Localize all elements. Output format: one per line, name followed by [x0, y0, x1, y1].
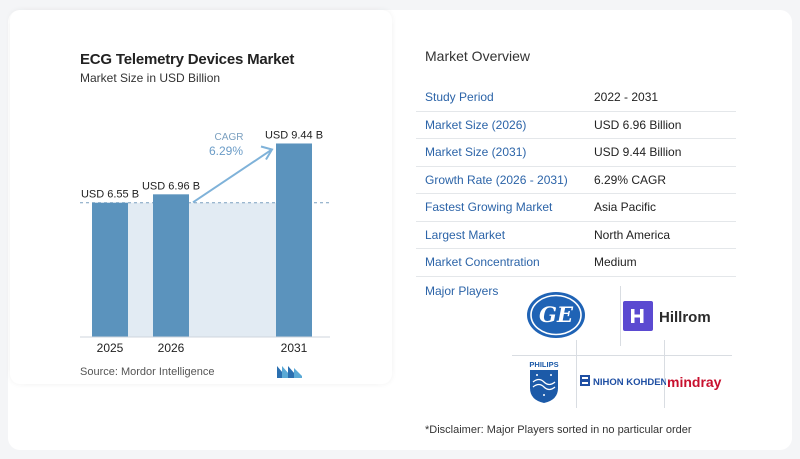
overview-row: Market Size (2026) USD 6.96 Billion [416, 112, 736, 139]
bar [92, 202, 128, 337]
overview-value: 6.29% CAGR [594, 172, 667, 187]
ge-logo-text: GE [539, 302, 574, 327]
mindray-logo-text: mindray [667, 374, 722, 390]
logo-divider [620, 286, 621, 346]
disclaimer: *Disclaimer: Major Players sorted in no … [425, 424, 692, 436]
bar-value-label: USD 9.44 B [265, 129, 323, 141]
overview-row: Growth Rate (2026 - 2031) 6.29% CAGR [416, 167, 736, 194]
hillrom-logo-icon: Hillrom [623, 301, 711, 331]
overview-value: Medium [594, 255, 637, 269]
cagr-value: 6.29% [209, 144, 243, 158]
bar-value-label: USD 6.55 B [81, 189, 139, 201]
ge-logo-icon: GE [527, 292, 585, 338]
bar-value-label: USD 6.96 B [142, 180, 200, 192]
category-label: 2025 [97, 341, 124, 355]
mordor-intelligence-logo-icon [277, 366, 302, 378]
chart-title: ECG Telemetry Devices Market [80, 51, 295, 68]
overview-row: Largest Market North America [416, 222, 736, 249]
overview-label: Fastest Growing Market [425, 200, 553, 214]
bar [276, 143, 312, 337]
bar [153, 194, 189, 337]
cagr-label: CAGR [215, 132, 244, 143]
bar-chart: USD 6.55 B 2025 USD 6.96 B 2026 USD 9.44 B 20… [80, 129, 330, 355]
overview-label: Study Period [425, 90, 494, 104]
overview-label: Growth Rate (2026 - 2031) [425, 172, 568, 187]
overview-label: Largest Market [425, 227, 506, 242]
logo-divider [512, 355, 732, 356]
overview-row: Market Size (2031) USD 9.44 Billion [416, 139, 736, 167]
nihon-kohden-logo-icon: NIHON KOHDEN [580, 375, 666, 388]
overview-value: 2022 - 2031 [594, 90, 659, 104]
overview-value: Asia Pacific [594, 200, 657, 214]
chart-subtitle: Market Size in USD Billion [80, 71, 221, 85]
reference-band [92, 202, 312, 337]
overview-value: USD 9.44 Billion [594, 145, 682, 159]
mindray-logo-icon: mindray [667, 374, 722, 390]
overview-label: Market Concentration [425, 255, 540, 269]
logo-divider [576, 340, 577, 408]
category-label: 2026 [158, 341, 185, 355]
cagr-arrow-head [260, 145, 274, 160]
major-players-title: Major Players [425, 284, 499, 298]
category-label: 2031 [281, 341, 308, 355]
overview-row: Fastest Growing Market Asia Pacific [416, 194, 736, 222]
logo-divider [664, 340, 665, 408]
overview-label: Market Size (2026) [425, 117, 527, 132]
overview-row: Market Concentration Medium [416, 249, 736, 277]
philips-logo-icon: PHILIPS [529, 360, 559, 403]
chart-source: Source: Mordor Intelligence [80, 366, 215, 378]
market-overview-table: Study Period 2022 - 2031 Market Size (20… [416, 84, 736, 277]
overview-value: North America [594, 227, 671, 242]
philips-logo-text: PHILIPS [529, 360, 558, 369]
overview-row: Study Period 2022 - 2031 [416, 84, 736, 112]
overview-value: USD 6.96 Billion [594, 117, 682, 132]
market-overview-title: Market Overview [425, 48, 531, 64]
cagr-arrow [192, 148, 273, 204]
nihon-kohden-logo-text: NIHON KOHDEN [593, 377, 666, 388]
overview-label: Market Size (2031) [425, 145, 527, 159]
hillrom-logo-text: Hillrom [659, 309, 711, 326]
